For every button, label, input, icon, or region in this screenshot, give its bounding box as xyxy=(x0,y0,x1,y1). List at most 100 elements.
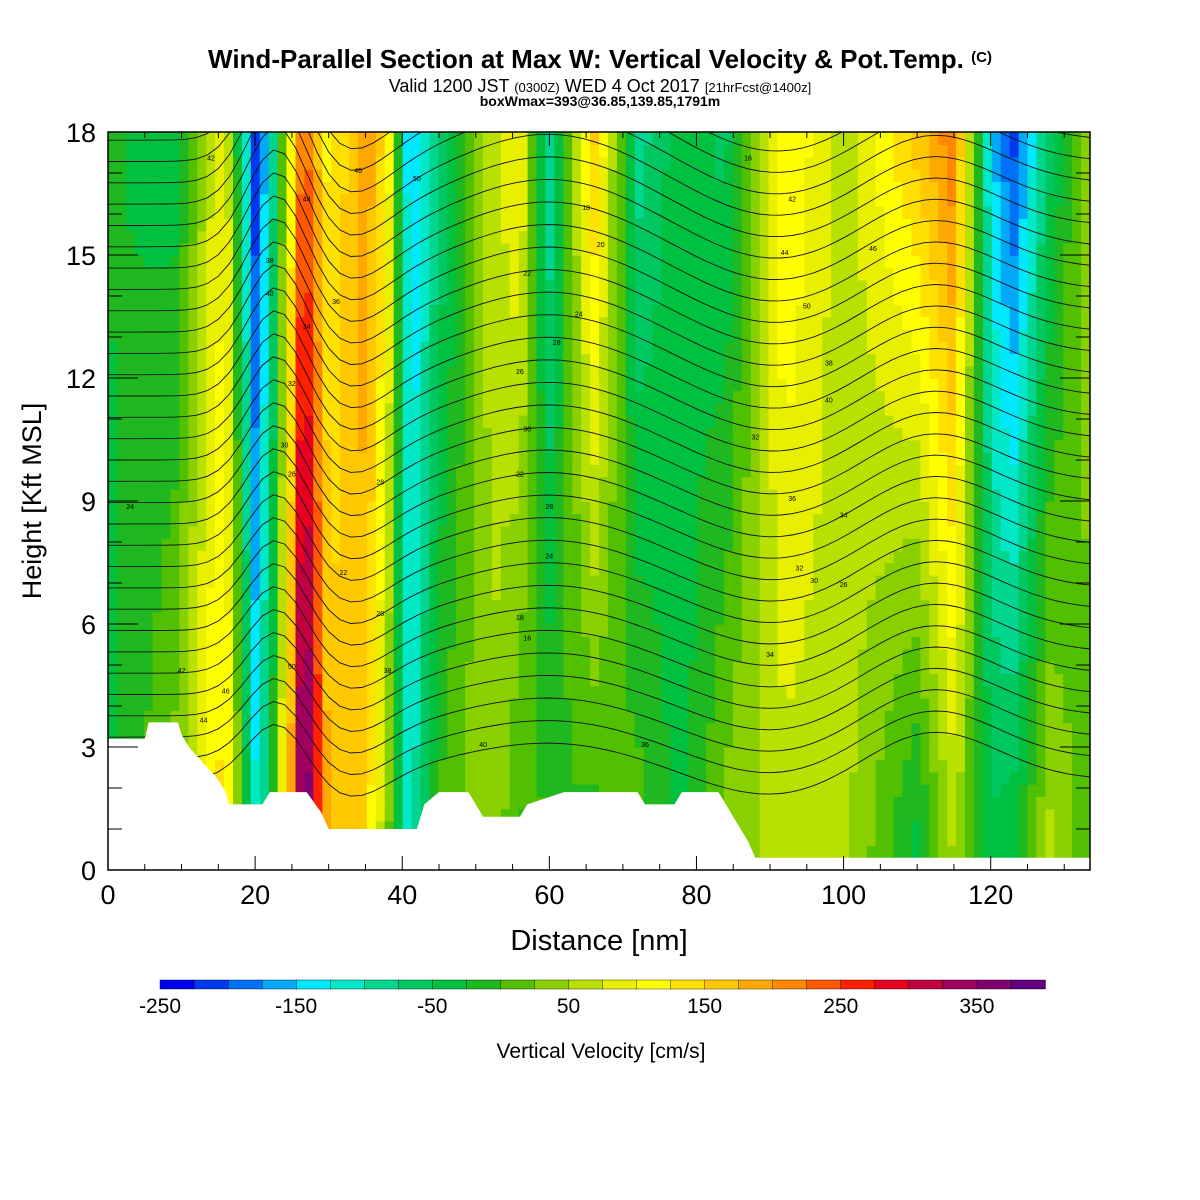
velocity-cell xyxy=(545,710,556,724)
velocity-cell xyxy=(170,501,181,515)
velocity-cell xyxy=(358,464,368,478)
velocity-cell xyxy=(224,255,234,269)
velocity-cell xyxy=(384,525,395,539)
velocity-cell xyxy=(393,513,404,527)
velocity-cell xyxy=(313,353,323,367)
velocity-cell xyxy=(402,513,413,527)
velocity-cell xyxy=(581,427,591,441)
velocity-cell xyxy=(670,660,681,674)
velocity-cell xyxy=(277,365,288,379)
velocity-cell xyxy=(384,181,395,195)
velocity-cell xyxy=(777,759,788,773)
velocity-cell xyxy=(304,648,315,662)
velocity-cell xyxy=(108,365,118,379)
velocity-cell xyxy=(607,242,618,256)
velocity-cell xyxy=(759,550,770,564)
velocity-cell xyxy=(116,574,127,588)
velocity-cell xyxy=(108,525,118,539)
velocity-cell xyxy=(581,181,591,195)
velocity-cell xyxy=(795,132,806,146)
velocity-cell xyxy=(616,132,627,146)
velocity-cell xyxy=(420,279,431,293)
velocity-cell xyxy=(786,193,797,207)
velocity-cell xyxy=(474,132,484,146)
velocity-cell xyxy=(456,291,466,305)
velocity-cell xyxy=(259,599,270,613)
velocity-cell xyxy=(161,205,172,219)
velocity-cell xyxy=(259,759,270,773)
velocity-cell xyxy=(331,353,341,367)
velocity-cell xyxy=(831,783,841,797)
velocity-cell xyxy=(536,230,547,244)
velocity-cell xyxy=(393,808,404,822)
velocity-cell xyxy=(304,660,315,674)
velocity-cell xyxy=(197,205,207,219)
velocity-cell xyxy=(411,722,422,736)
velocity-cell xyxy=(215,451,225,465)
velocity-cell xyxy=(831,771,841,785)
velocity-cell xyxy=(250,242,261,256)
velocity-cell xyxy=(590,685,600,699)
velocity-cell xyxy=(741,648,752,662)
velocity-cell xyxy=(313,144,323,158)
velocity-cell xyxy=(340,513,350,527)
velocity-cell xyxy=(679,587,689,601)
velocity-cell xyxy=(429,783,440,797)
velocity-cell xyxy=(438,747,448,761)
velocity-cell xyxy=(161,599,172,613)
velocity-cell xyxy=(652,771,663,785)
velocity-cell xyxy=(768,636,779,650)
velocity-cell xyxy=(804,673,814,687)
velocity-cell xyxy=(732,328,743,342)
velocity-cell xyxy=(750,783,761,797)
velocity-cell xyxy=(340,291,350,305)
velocity-cell xyxy=(125,267,136,281)
velocity-cell xyxy=(349,697,359,711)
velocity-cell xyxy=(563,759,573,773)
velocity-cell xyxy=(616,328,627,342)
velocity-cell xyxy=(822,759,832,773)
velocity-cell xyxy=(197,550,207,564)
velocity-cell xyxy=(759,808,770,822)
velocity-cell xyxy=(768,476,779,490)
velocity-cell xyxy=(161,660,172,674)
velocity-cell xyxy=(340,759,350,773)
velocity-cell xyxy=(259,365,270,379)
velocity-cell xyxy=(375,783,386,797)
velocity-cell xyxy=(340,673,350,687)
velocity-cell xyxy=(706,144,716,158)
velocity-cell xyxy=(697,722,707,736)
velocity-cell xyxy=(545,501,556,515)
velocity-cell xyxy=(206,378,216,392)
velocity-cell xyxy=(375,587,386,601)
velocity-cell xyxy=(313,476,323,490)
velocity-cell xyxy=(679,242,689,256)
velocity-cell xyxy=(197,427,207,441)
velocity-cell xyxy=(527,611,538,625)
velocity-cell xyxy=(295,488,306,502)
velocity-cell xyxy=(375,464,386,478)
velocity-cell xyxy=(732,599,743,613)
velocity-cell xyxy=(188,328,198,342)
velocity-cell xyxy=(732,218,743,232)
velocity-cell xyxy=(143,574,154,588)
velocity-cell xyxy=(590,759,600,773)
velocity-cell xyxy=(786,710,797,724)
velocity-cell xyxy=(688,501,698,515)
velocity-cell xyxy=(349,242,359,256)
velocity-cell xyxy=(179,439,190,453)
velocity-cell xyxy=(804,279,814,293)
velocity-cell xyxy=(482,722,493,736)
velocity-cell xyxy=(822,390,832,404)
velocity-cell xyxy=(438,636,448,650)
velocity-cell xyxy=(491,378,502,392)
velocity-cell xyxy=(786,218,797,232)
velocity-cell xyxy=(259,132,270,146)
velocity-cell xyxy=(750,193,761,207)
velocity-cell xyxy=(241,537,252,551)
velocity-cell xyxy=(116,205,127,219)
velocity-cell xyxy=(822,476,832,490)
velocity-cell xyxy=(697,304,707,318)
velocity-cell xyxy=(831,513,841,527)
velocity-cell xyxy=(429,279,440,293)
